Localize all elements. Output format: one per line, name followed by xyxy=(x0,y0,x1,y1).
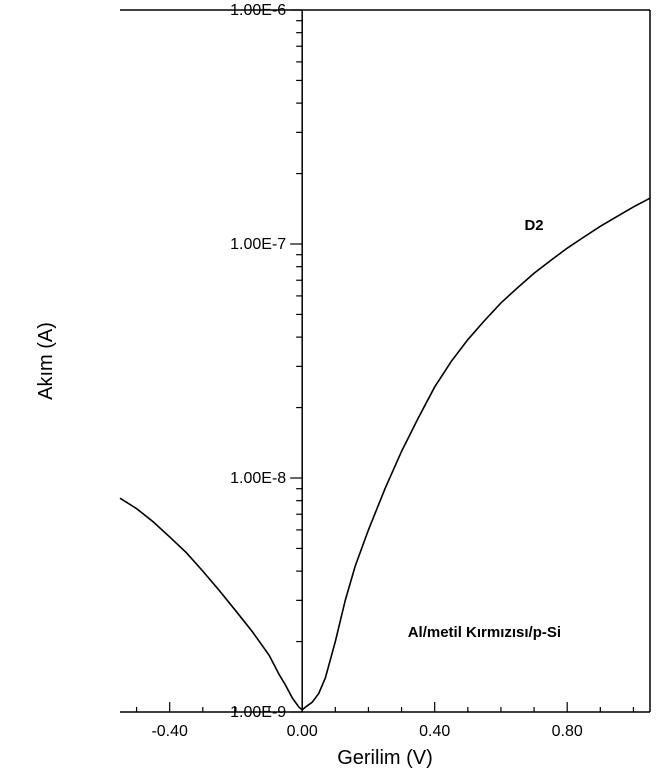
iv-chart: -0.40 0.00 0.40 0.80 1.00E-9 1.00E-8 1.00E-7 1.… xyxy=(0,0,659,782)
x-axis-title: Gerilim (V) xyxy=(337,747,433,769)
series-d2 xyxy=(120,198,650,710)
material-label: Al/metil Kırmızısı/p-Si xyxy=(408,624,561,641)
x-tick-label: -0.40 xyxy=(151,723,188,740)
y-tick-label: 1.00E-6 xyxy=(230,2,286,19)
y-tick-label: 1.00E-8 xyxy=(230,470,286,487)
x-tick-label: 0.80 xyxy=(552,723,583,740)
y-axis-title: Akım (A) xyxy=(35,322,57,400)
d2-label: D2 xyxy=(524,217,543,234)
y-tick-label: 1.00E-7 xyxy=(230,236,286,253)
x-tick-label: 0.40 xyxy=(419,723,450,740)
y-tick-label: 1.00E-9 xyxy=(230,704,286,721)
x-tick-label: 0.00 xyxy=(287,723,318,740)
